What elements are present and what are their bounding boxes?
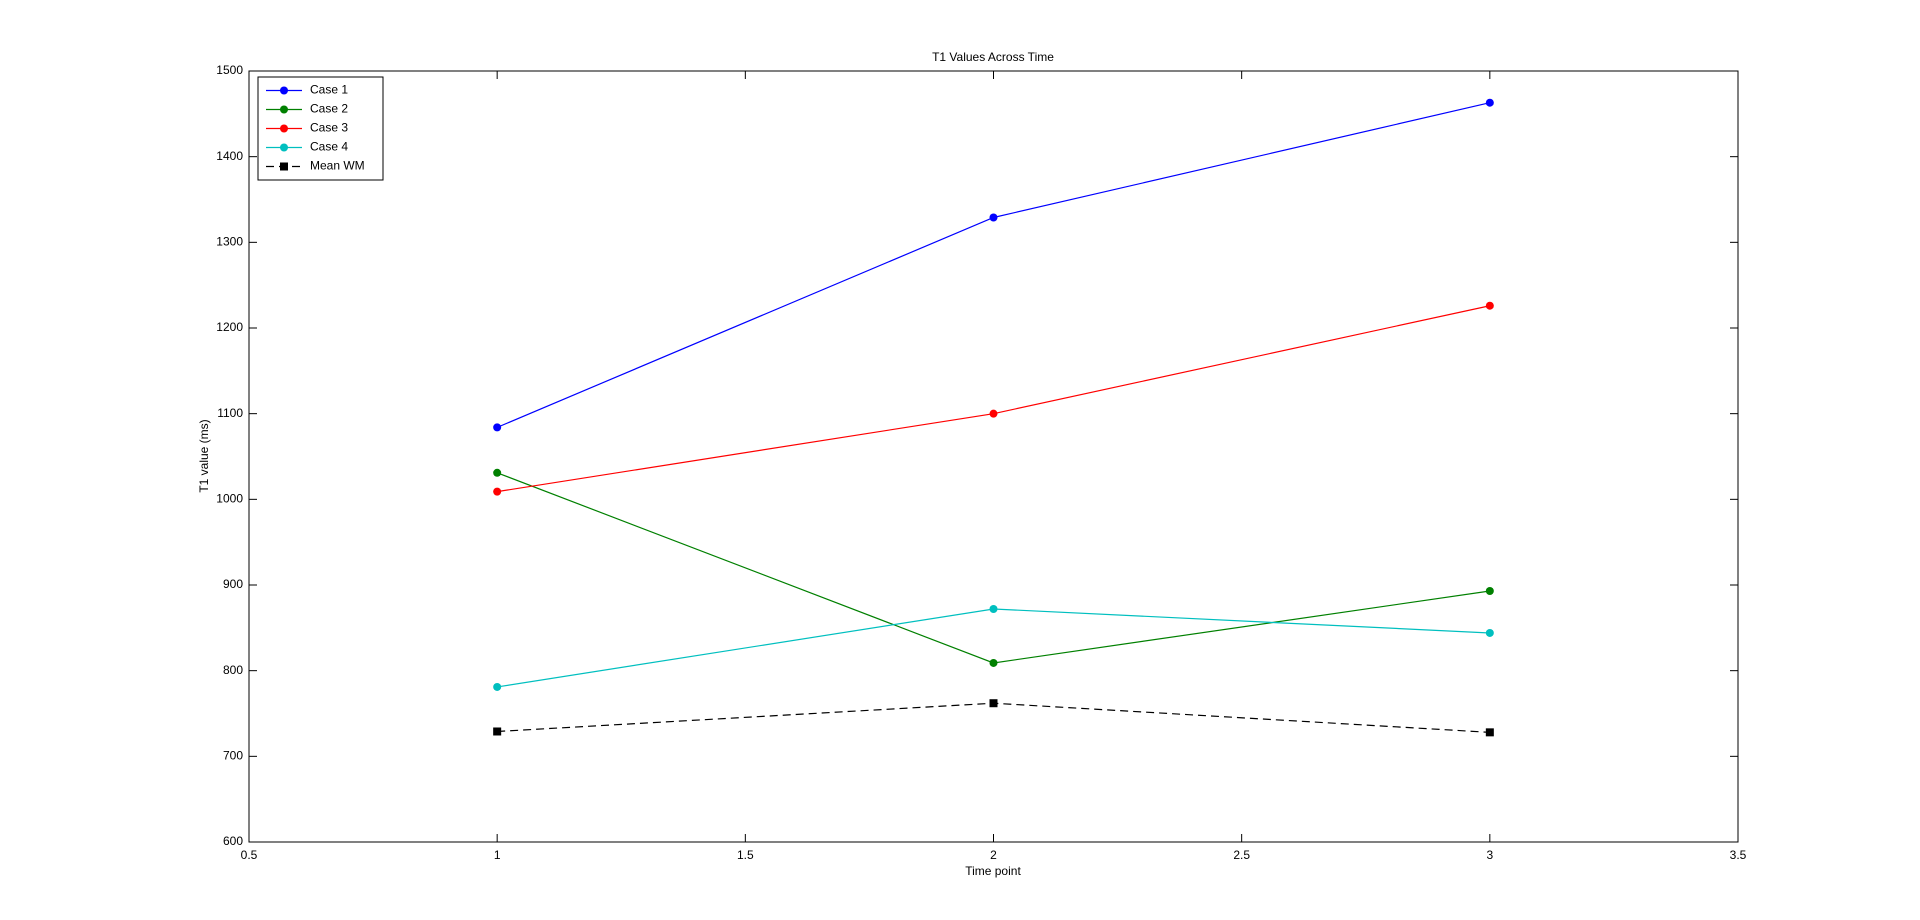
x-axis-label: Time point [965,864,1021,878]
legend-marker [280,124,288,133]
y-tick-label: 1500 [216,63,243,77]
marker [989,213,998,222]
y-tick-label: 1100 [217,406,243,420]
y-tick-label: 700 [223,749,243,763]
y-tick-label: 1200 [216,320,243,334]
legend-label: Case 3 [310,121,348,135]
marker [493,468,502,477]
marker [1485,301,1494,310]
legend-marker [280,105,288,114]
plot-area [248,70,1739,843]
y-tick-label: 1400 [216,149,243,163]
legend-label: Case 1 [310,83,348,97]
x-tick-label: 1 [494,848,501,862]
marker [493,682,502,691]
legend-marker [280,86,288,95]
x-tick-label: 3 [1486,848,1493,862]
y-tick-label: 800 [223,663,243,677]
marker [989,409,998,418]
y-axis-label: T1 value (ms) [197,419,211,492]
chart-title: T1 Values Across Time [932,50,1054,64]
marker [989,699,998,708]
marker [989,658,998,667]
x-tick-label: 2.5 [1233,848,1250,862]
x-tick-label: 3.5 [1730,848,1747,862]
marker [989,604,998,613]
legend-label: Mean WM [310,159,365,173]
y-tick-label: 900 [223,577,243,591]
legend-label: Case 4 [310,140,348,154]
y-tick-label: 600 [223,834,243,848]
legend-marker [280,143,288,152]
y-tick-label: 1300 [216,235,243,249]
marker [1485,586,1494,595]
x-tick-label: 1.5 [737,848,754,862]
marker [1485,98,1494,107]
x-tick-label: 0.5 [241,848,258,862]
y-tick-label: 1000 [216,492,243,506]
x-tick-label: 2 [990,848,997,862]
legend-marker [280,162,288,171]
legend-label: Case 2 [310,102,348,116]
marker [493,423,502,432]
marker [1485,628,1494,637]
marker [493,487,502,496]
marker [493,727,502,736]
marker [1485,728,1494,737]
